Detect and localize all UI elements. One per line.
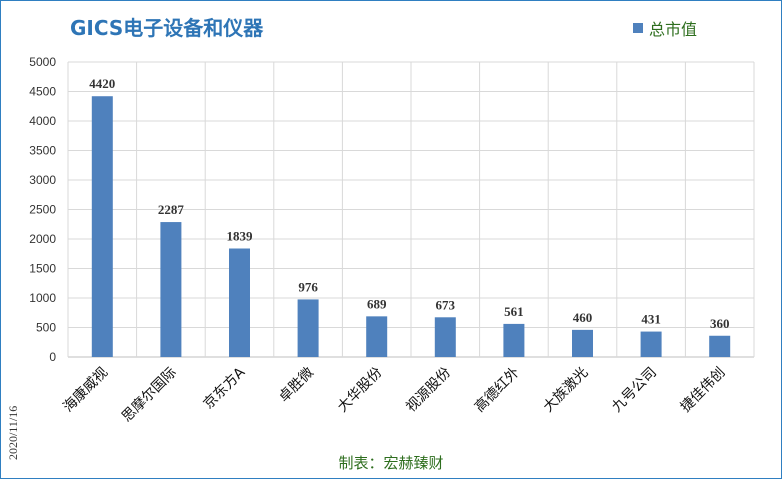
credit-label: 制表：宏赫臻财	[338, 454, 444, 472]
x-tick-label: 高德红外	[471, 364, 523, 416]
y-tick-label: 5000	[29, 55, 56, 69]
x-tick-label: 大华股份	[335, 365, 386, 416]
data-label: 2287	[158, 202, 185, 217]
data-label: 976	[298, 279, 318, 294]
bar	[297, 299, 319, 357]
x-tick-label: 视源股份	[403, 365, 454, 416]
y-tick-label: 3500	[29, 144, 56, 158]
y-tick-label: 2000	[29, 232, 56, 246]
x-tick-label: 卓胜微	[276, 365, 317, 406]
bar	[572, 329, 593, 357]
legend: 总市值	[633, 16, 697, 40]
x-tick-label: 海康威视	[60, 364, 112, 416]
x-tick-label: 大族激光	[540, 364, 592, 416]
y-tick-label: 4500	[29, 85, 56, 99]
y-tick-label: 1000	[29, 291, 56, 305]
data-label: 431	[641, 312, 661, 327]
data-label: 460	[573, 310, 593, 325]
bar	[160, 222, 182, 357]
y-tick-label: 500	[36, 321, 56, 335]
y-tick-label: 4000	[29, 114, 56, 128]
x-tick-label: 思摩尔国际	[118, 364, 180, 426]
bar	[709, 335, 731, 357]
data-label: 561	[504, 304, 524, 319]
y-tick-label: 2500	[29, 203, 56, 217]
x-tick-label: 九号公司	[609, 365, 660, 416]
y-tick-label: 0	[49, 350, 56, 364]
bar	[434, 317, 456, 357]
data-label: 4420	[89, 76, 115, 91]
legend-swatch	[633, 23, 643, 33]
bar	[229, 248, 250, 357]
bar	[640, 331, 662, 357]
data-label: 360	[710, 316, 730, 331]
y-tick-label: 3000	[29, 173, 56, 187]
bar	[91, 96, 113, 357]
bar	[366, 316, 388, 357]
data-label: 689	[367, 296, 387, 311]
data-label: 673	[436, 297, 456, 312]
x-tick-label: 京东方A	[201, 364, 249, 412]
bar	[503, 323, 525, 357]
x-tick-label: 捷佳伟创	[678, 365, 729, 416]
data-label: 1839	[227, 228, 254, 243]
legend-label: 总市值	[649, 20, 698, 39]
chart-title: GICS电子设备和仪器	[70, 16, 264, 40]
y-tick-label: 1500	[29, 262, 56, 276]
